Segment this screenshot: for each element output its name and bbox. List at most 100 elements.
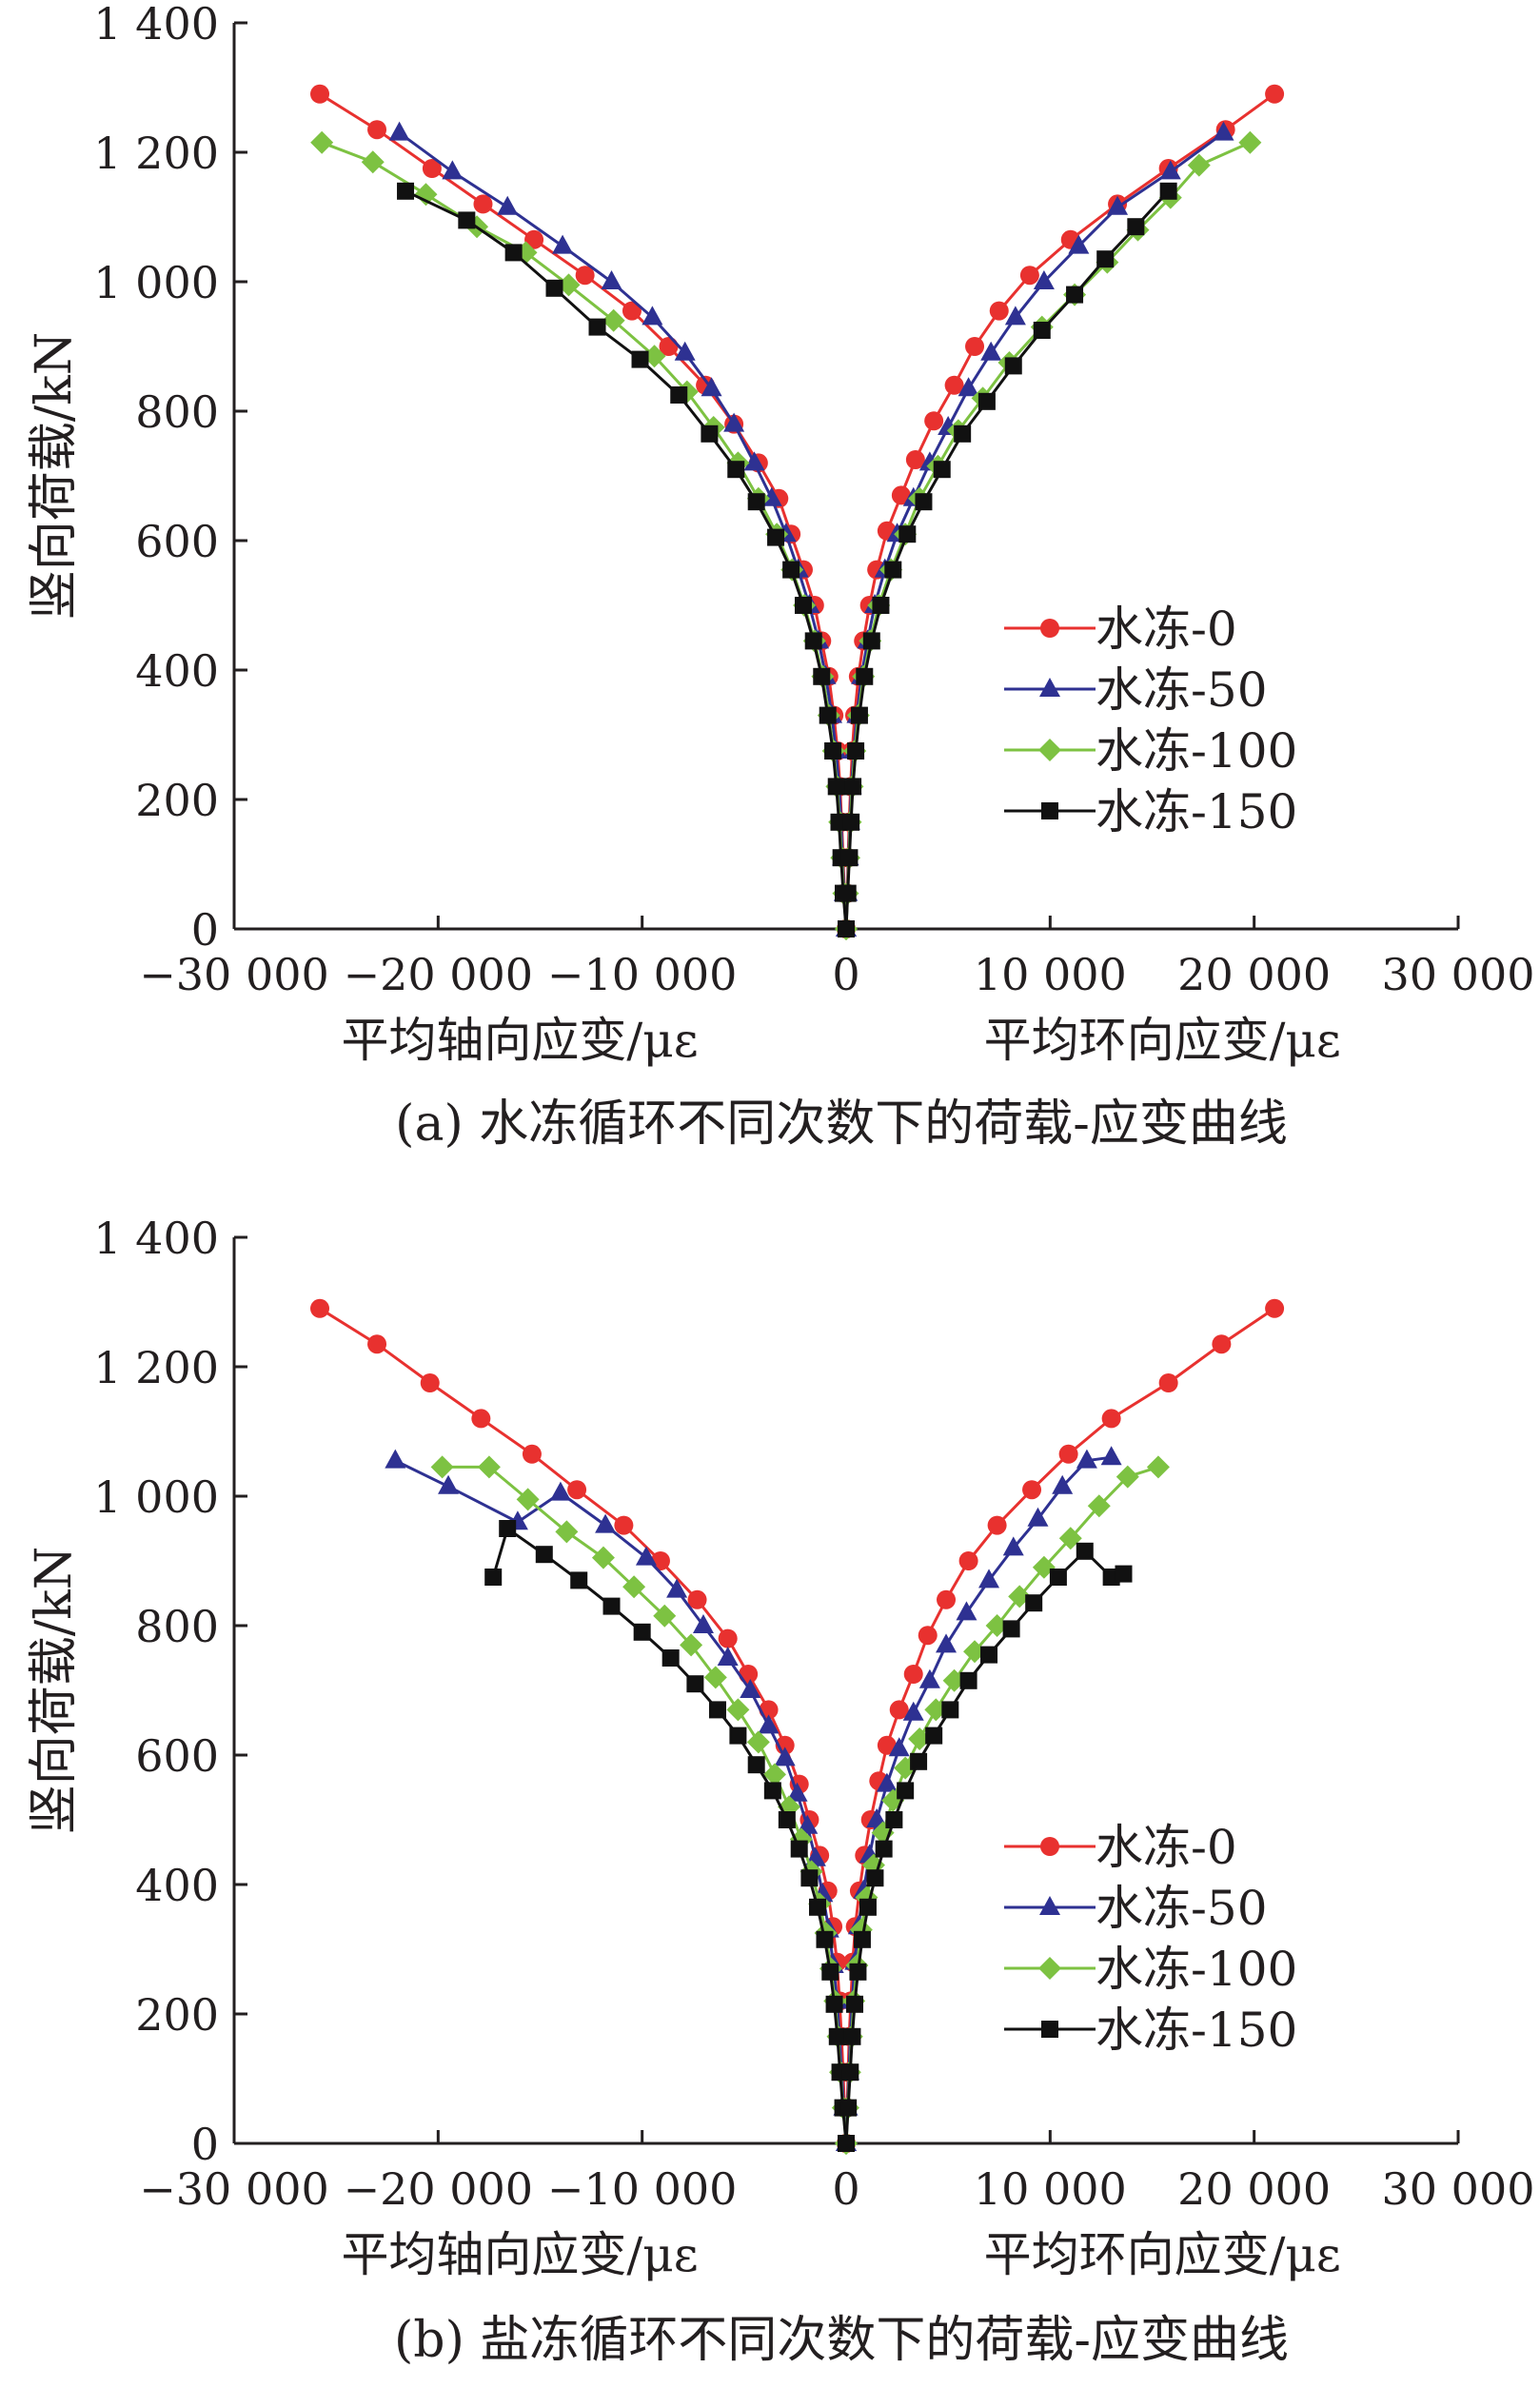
data-point bbox=[635, 1546, 657, 1566]
data-point bbox=[1052, 1474, 1074, 1494]
series-line-axial bbox=[405, 189, 848, 930]
data-point bbox=[670, 386, 688, 404]
data-point bbox=[1068, 234, 1090, 254]
data-point bbox=[942, 1668, 966, 1692]
data-point bbox=[1008, 1585, 1032, 1608]
data-point bbox=[747, 493, 765, 511]
y-tick-label: 800 bbox=[135, 386, 219, 438]
data-point bbox=[1076, 1449, 1097, 1469]
data-point bbox=[1146, 1455, 1170, 1479]
x-tick-label: 10 000 bbox=[974, 949, 1127, 1000]
data-point bbox=[824, 742, 842, 760]
data-point bbox=[1101, 1409, 1121, 1429]
data-point bbox=[484, 1569, 503, 1586]
data-point bbox=[859, 1898, 877, 1916]
legend-item: 水冻-150 bbox=[1004, 2003, 1297, 2058]
data-point bbox=[692, 1614, 714, 1633]
data-point bbox=[687, 1589, 707, 1609]
data-point bbox=[980, 341, 1002, 361]
data-point bbox=[442, 160, 464, 180]
data-point bbox=[808, 1898, 826, 1916]
data-point bbox=[726, 1698, 750, 1722]
data-point bbox=[965, 337, 985, 356]
data-point bbox=[703, 1666, 727, 1689]
x-tick-label: 30 000 bbox=[1382, 949, 1535, 1000]
data-point bbox=[933, 461, 951, 479]
data-point bbox=[661, 1649, 680, 1667]
data-point bbox=[782, 561, 800, 579]
legend-marker bbox=[1039, 1896, 1060, 1915]
data-point bbox=[1027, 1507, 1049, 1527]
chart-b-caption: (b) 盐冻循环不同次数下的荷载-应变曲线 bbox=[394, 2312, 1289, 2369]
y-tick-label: 600 bbox=[135, 1730, 219, 1782]
data-point bbox=[821, 1963, 839, 1981]
data-point bbox=[557, 273, 581, 297]
data-point bbox=[1158, 1373, 1178, 1392]
data-point bbox=[1066, 286, 1084, 304]
data-point bbox=[622, 1575, 646, 1599]
y-tick-label: 1 200 bbox=[93, 128, 219, 179]
data-point bbox=[978, 1569, 1000, 1589]
data-point bbox=[902, 1701, 924, 1721]
legend-item: 水冻-50 bbox=[1004, 1881, 1268, 1936]
data-point bbox=[473, 194, 493, 214]
data-point bbox=[936, 1633, 958, 1653]
data-point bbox=[903, 1665, 923, 1684]
data-point bbox=[856, 667, 874, 685]
data-point bbox=[674, 341, 696, 361]
data-point bbox=[1187, 153, 1211, 177]
chart-panel-a: 0 200 400 600 800 1 000 1 200 1 400 −30 000 −20 0… bbox=[26, 0, 1534, 1153]
data-point bbox=[875, 1840, 893, 1858]
y-tick-label: 800 bbox=[135, 1601, 219, 1652]
data-point bbox=[567, 1480, 587, 1500]
data-point bbox=[727, 461, 745, 479]
series-0-hoop bbox=[837, 1298, 1285, 2153]
data-point bbox=[941, 1701, 959, 1719]
y-tick-label: 200 bbox=[135, 1989, 219, 2041]
data-point bbox=[575, 266, 595, 286]
series-line-hoop bbox=[844, 189, 1170, 930]
data-point bbox=[800, 1869, 819, 1887]
chart-a-x-axis-label-axial: 平均轴向应变/με bbox=[341, 1013, 698, 1068]
chart-b-x-axis-label-hoop: 平均环向应变/με bbox=[984, 2227, 1341, 2282]
data-point bbox=[758, 1714, 780, 1734]
data-point bbox=[915, 493, 933, 511]
data-point bbox=[862, 632, 880, 650]
data-point bbox=[958, 1551, 978, 1570]
data-point bbox=[1022, 1480, 1042, 1500]
x-tick-label: −30 000 bbox=[139, 949, 329, 1000]
data-point bbox=[849, 1963, 867, 1981]
data-point bbox=[1087, 1494, 1111, 1518]
data-point bbox=[524, 229, 544, 249]
data-point bbox=[840, 849, 859, 867]
x-tick-label: 0 bbox=[832, 2163, 859, 2215]
data-point bbox=[877, 1735, 897, 1755]
legend-marker bbox=[1039, 678, 1060, 697]
chart-b-y-axis-label: 竖向荷载/kN bbox=[26, 1547, 83, 1835]
y-tick-label: 600 bbox=[135, 516, 219, 567]
data-point bbox=[841, 2063, 859, 2082]
data-point bbox=[876, 1772, 898, 1792]
data-point bbox=[1076, 1542, 1094, 1560]
data-point bbox=[739, 1665, 759, 1684]
x-tick-label: 10 000 bbox=[974, 2163, 1127, 2215]
legend-marker bbox=[1038, 1957, 1061, 1980]
series-0-axial bbox=[310, 84, 856, 938]
data-point bbox=[898, 525, 917, 543]
y-tick-label: 1 400 bbox=[93, 1213, 219, 1264]
data-point bbox=[987, 1515, 1007, 1535]
legend-label: 水冻-0 bbox=[1096, 602, 1237, 657]
data-point bbox=[1019, 266, 1039, 286]
data-point bbox=[846, 1995, 864, 2013]
data-point bbox=[1159, 182, 1177, 200]
data-point bbox=[1004, 357, 1022, 375]
data-point bbox=[614, 1515, 634, 1535]
data-point bbox=[774, 1747, 796, 1766]
data-point bbox=[555, 1520, 579, 1544]
data-point bbox=[310, 84, 330, 104]
y-tick-label: 0 bbox=[191, 2119, 219, 2170]
data-point bbox=[516, 1488, 540, 1511]
data-point bbox=[842, 813, 860, 831]
data-point bbox=[956, 1601, 977, 1621]
data-point bbox=[819, 706, 837, 724]
